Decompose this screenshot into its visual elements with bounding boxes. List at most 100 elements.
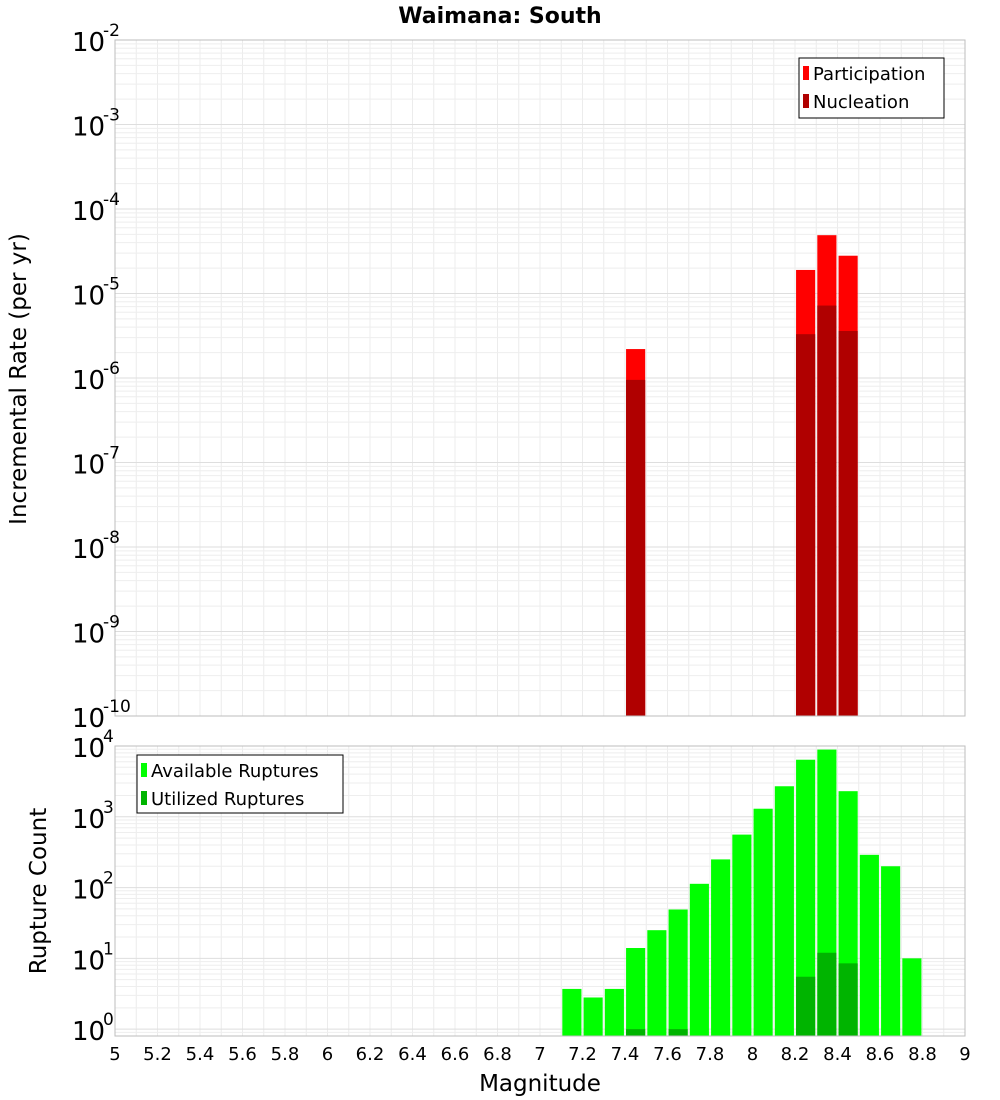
bar-nucleation	[626, 379, 646, 716]
x-tick-label: 6	[322, 1044, 333, 1065]
y-tick-label: 10	[72, 197, 105, 227]
x-tick-label: 6.4	[398, 1044, 427, 1065]
bar-available-ruptures	[689, 883, 709, 1036]
x-tick-label: 6.6	[441, 1044, 470, 1065]
y-tick-label: 10	[72, 946, 105, 976]
legend-label: Available Ruptures	[151, 761, 319, 782]
bar-available-ruptures	[562, 988, 582, 1036]
bar-utilized-ruptures	[817, 952, 837, 1036]
x-tick-labels: 5 5.2 5.4 5.6 5.8 6 6.2 6.4 6.6 6.8 7 7.2 7.4 7.6 7.8 8…	[109, 1044, 970, 1065]
bar-available-ruptures	[647, 930, 667, 1036]
bars	[626, 235, 858, 716]
bar-available-ruptures	[626, 948, 646, 1036]
grid-lines	[114, 39, 966, 717]
bar-available-ruptures	[583, 997, 603, 1036]
legend-swatch	[803, 66, 809, 80]
y-tick-label: 10	[72, 805, 105, 835]
bottom-y-axis-label: Rupture Count	[26, 808, 52, 974]
legend-label: Participation	[813, 64, 925, 85]
y-tick-label: 10	[72, 451, 105, 481]
y-tick-exponent: -6	[103, 359, 120, 379]
y-tick-exponent: -2	[103, 21, 120, 41]
plot-border	[114, 745, 966, 1037]
bar-available-ruptures	[881, 866, 901, 1036]
y-tick-label: 10	[72, 734, 105, 764]
x-tick-label: 5.8	[271, 1044, 300, 1065]
x-tick-label: 7.4	[611, 1044, 640, 1065]
y-tick-exponent: -3	[103, 106, 120, 126]
bar-available-ruptures	[668, 909, 688, 1036]
y-tick-label: 10	[72, 28, 105, 58]
bar-utilized-ruptures	[668, 1029, 688, 1036]
y-tick-exponent: -7	[103, 444, 120, 464]
bar-utilized-ruptures	[838, 963, 858, 1036]
x-tick-label: 7	[534, 1044, 545, 1065]
y-tick-exponent: 0	[103, 1010, 114, 1030]
bar-available-ruptures	[902, 958, 922, 1036]
y-tick-label: 10	[72, 366, 105, 396]
legend-box	[798, 57, 945, 119]
legend-swatch	[141, 791, 147, 805]
bar-nucleation	[817, 305, 837, 716]
bar-available-ruptures	[796, 759, 816, 1036]
y-tick-label: 10	[72, 282, 105, 312]
legend-swatch	[141, 763, 147, 777]
bar-available-ruptures	[774, 786, 794, 1036]
x-tick-label: 5.6	[228, 1044, 257, 1065]
bar-nucleation	[796, 334, 816, 716]
bar-nucleation	[838, 330, 858, 716]
x-tick-label: 7.2	[568, 1044, 597, 1065]
y-tick-exponent: 4	[103, 727, 114, 747]
y-tick-exponent: -5	[103, 275, 120, 295]
y-tick-exponent: 1	[103, 939, 114, 959]
bar-available-ruptures	[732, 834, 752, 1036]
legend: Participation Nucleation	[798, 57, 945, 119]
bar-available-ruptures	[604, 988, 624, 1036]
bar-available-ruptures	[753, 808, 773, 1036]
top-plot-panel: 10-1010-910-810-710-610-510-410-310-2Par…	[72, 21, 966, 734]
bar-utilized-ruptures	[626, 1029, 646, 1036]
y-tick-exponent: -9	[103, 613, 120, 633]
y-tick-label: 10	[72, 113, 105, 143]
bars	[562, 749, 922, 1036]
y-tick-exponent: -8	[103, 528, 120, 548]
y-tick-exponent: 3	[103, 798, 114, 818]
x-tick-label: 8	[747, 1044, 758, 1065]
bar-utilized-ruptures	[796, 976, 816, 1036]
x-tick-label: 8.2	[781, 1044, 810, 1065]
x-tick-label: 7.8	[696, 1044, 725, 1065]
x-tick-label: 5.4	[186, 1044, 215, 1065]
y-tick-label: 10	[72, 535, 105, 565]
y-tick-exponent: 2	[103, 869, 114, 889]
x-tick-label: 8.4	[823, 1044, 852, 1065]
y-tick-label: 10	[72, 704, 105, 734]
legend-box	[136, 754, 344, 814]
x-tick-label: 7.6	[653, 1044, 682, 1065]
legend: Available Ruptures Utilized Ruptures	[136, 754, 344, 814]
y-tick-label: 10	[72, 1017, 105, 1047]
y-tick-label: 10	[72, 876, 105, 906]
x-tick-label: 9	[959, 1044, 970, 1065]
y-tick-exponent: -10	[103, 697, 131, 717]
y-tick-exponent: -4	[103, 190, 120, 210]
x-tick-label: 5.2	[143, 1044, 172, 1065]
legend-label: Nucleation	[813, 92, 909, 113]
x-tick-label: 6.2	[356, 1044, 385, 1065]
plot-border	[114, 39, 966, 717]
chart-title: Waimana: South	[398, 4, 601, 29]
x-tick-label: 5	[109, 1044, 120, 1065]
y-tick-label: 10	[72, 620, 105, 650]
x-tick-label: 6.8	[483, 1044, 512, 1065]
x-tick-label: 8.6	[866, 1044, 895, 1065]
x-axis-label: Magnitude	[479, 1071, 601, 1097]
top-y-axis-label: Incremental Rate (per yr)	[6, 233, 32, 525]
legend-swatch	[803, 94, 809, 108]
legend-label: Utilized Ruptures	[151, 789, 304, 810]
bar-available-ruptures	[711, 859, 731, 1036]
x-tick-label: 8.8	[908, 1044, 937, 1065]
bar-available-ruptures	[859, 854, 879, 1036]
